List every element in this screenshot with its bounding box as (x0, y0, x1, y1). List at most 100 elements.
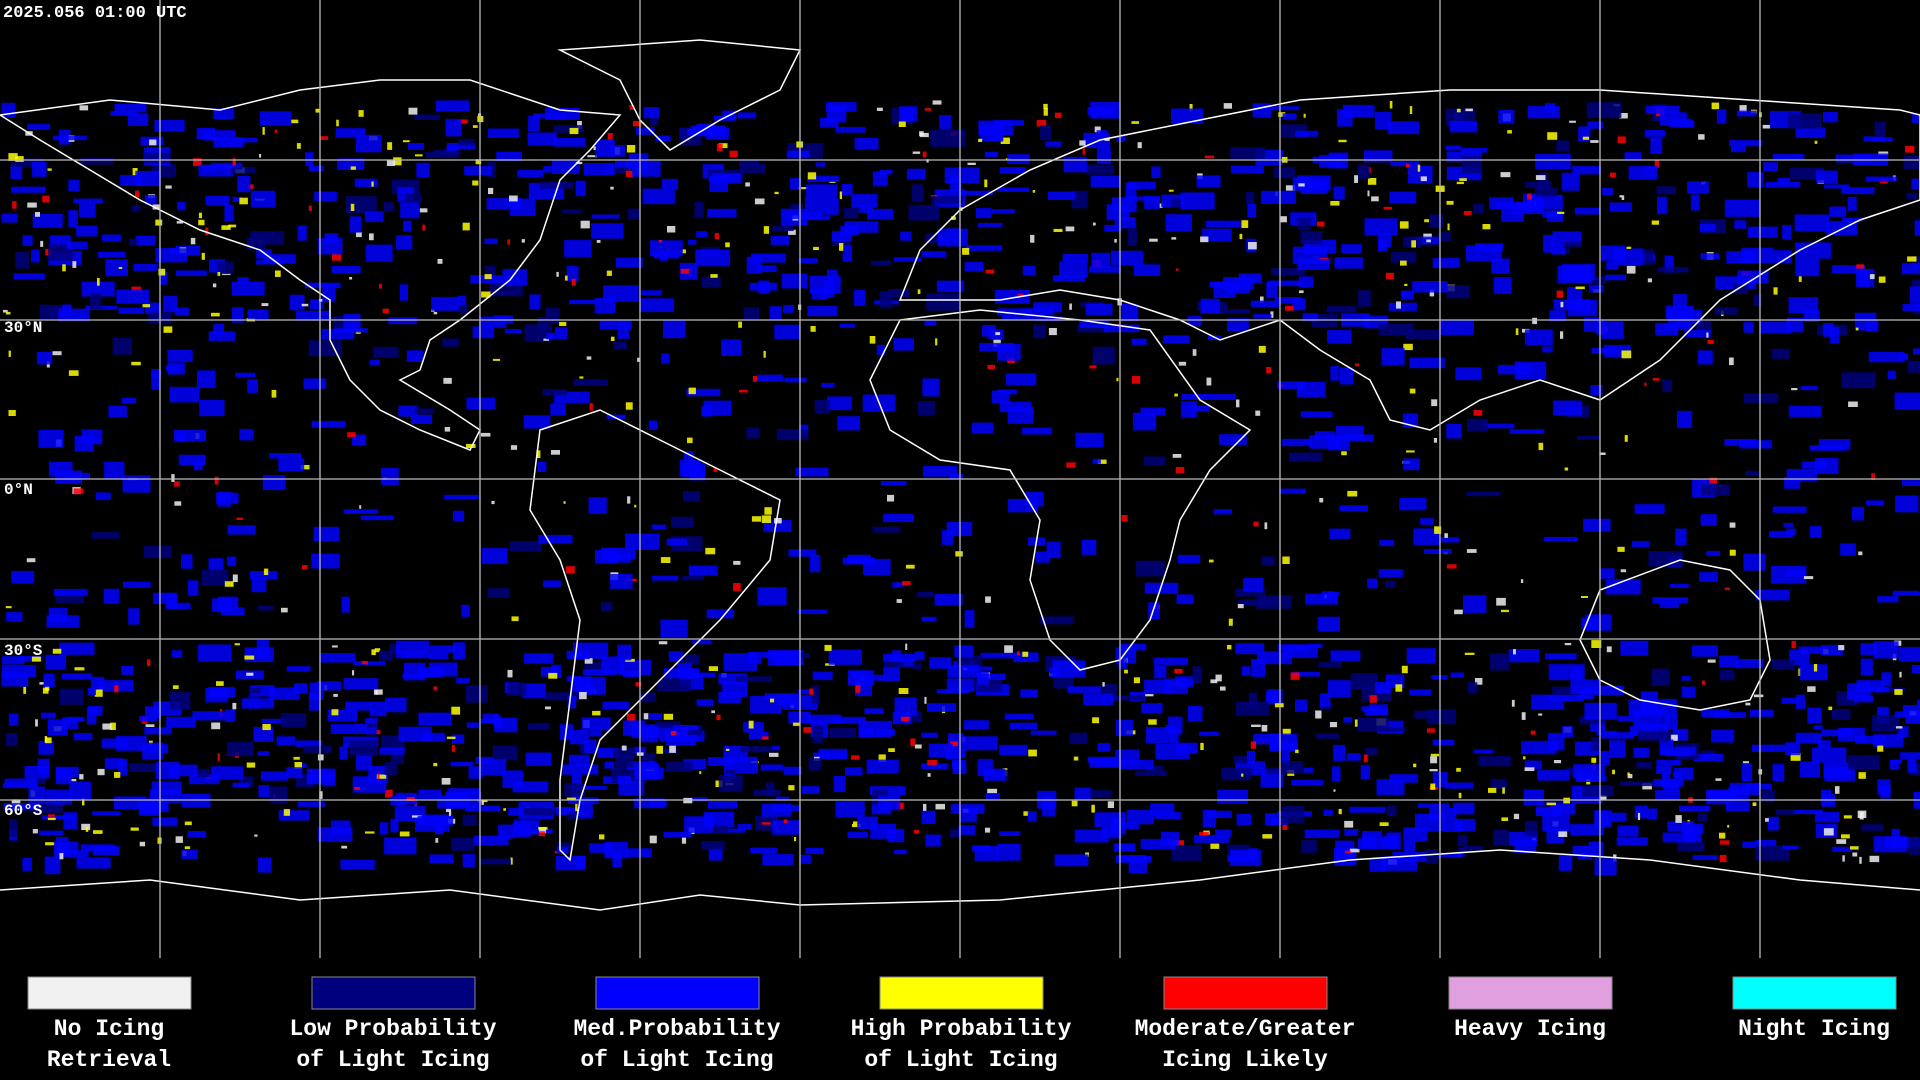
icing-patch (1104, 224, 1122, 232)
icing-patch (1314, 431, 1335, 439)
icing-patch (450, 761, 473, 767)
icing-patch (101, 234, 122, 242)
icing-patch (1514, 840, 1537, 853)
icing-patch (733, 560, 741, 565)
icing-patch (1116, 377, 1119, 382)
icing-patch (1590, 385, 1603, 396)
icing-patch (433, 686, 438, 691)
icing-patch (1280, 488, 1306, 494)
icing-patch (1000, 137, 1010, 144)
icing-patch (1381, 348, 1405, 366)
icing-patch (1742, 761, 1749, 764)
icing-patch (214, 476, 219, 485)
icing-patch (1192, 349, 1197, 356)
icing-patch (543, 338, 549, 341)
icing-patch (249, 571, 278, 580)
icing-patch (1554, 760, 1562, 764)
icing-patch (1260, 769, 1284, 788)
icing-patch (122, 475, 151, 493)
eurasia (898, 89, 1920, 431)
icing-patch (425, 152, 460, 159)
icing-patch (1772, 764, 1785, 782)
icing-patch (22, 857, 32, 871)
icing-patch (23, 686, 27, 694)
icing-patch (68, 179, 80, 192)
icing-patch (343, 678, 379, 689)
icing-patch (1350, 673, 1378, 690)
icing-patch (1655, 790, 1681, 800)
icing-patch (1250, 300, 1279, 308)
icing-patch (1727, 824, 1730, 828)
icing-patch (1035, 316, 1063, 322)
icing-patch (971, 422, 994, 434)
icing-patch (1644, 129, 1665, 137)
icing-patch (1436, 853, 1463, 858)
icing-patch (1445, 145, 1462, 151)
icing-patch (1650, 137, 1663, 154)
icing-patch (811, 685, 820, 704)
icing-patch (1151, 166, 1161, 179)
icing-patch (1616, 837, 1648, 846)
icing-patch (1133, 264, 1161, 276)
icing-patch (840, 225, 859, 236)
icing-patch (1098, 759, 1125, 767)
icing-patch (1903, 156, 1920, 169)
icing-patch (1465, 108, 1473, 112)
icing-patch (707, 801, 738, 809)
icing-patch (1028, 749, 1037, 757)
icing-patch (1569, 120, 1576, 123)
icing-patch (718, 775, 743, 792)
icing-patch (1077, 324, 1111, 333)
icing-patch (696, 231, 707, 237)
timestamp: 2025.056 01:00 UTC (3, 4, 187, 23)
icing-patch (566, 676, 582, 682)
icing-patch (1154, 812, 1181, 820)
icing-patch (291, 119, 299, 124)
icing-patch (1020, 689, 1038, 698)
icing-patch (1542, 346, 1553, 353)
icing-patch (1054, 854, 1089, 867)
icing-patch (819, 117, 839, 128)
icing-patch (1599, 568, 1615, 579)
icing-patch (1326, 306, 1357, 313)
icing-patch (1473, 203, 1485, 214)
icing-patch (803, 727, 811, 733)
icing-patch (1907, 360, 1920, 373)
icing-patch (977, 222, 1003, 227)
icing-patch (790, 204, 804, 210)
icing-patch (563, 501, 566, 504)
icing-patch (1073, 756, 1079, 761)
icing-patch (634, 504, 637, 508)
icing-patch (1450, 672, 1464, 678)
icing-patch (1564, 643, 1572, 646)
icing-patch (1250, 741, 1256, 749)
icing-patch (1841, 372, 1876, 389)
icing-patch (1223, 277, 1254, 290)
icing-patch (414, 408, 434, 414)
icing-patch (1235, 588, 1266, 597)
icing-patch (993, 120, 1024, 126)
icing-patch (932, 100, 942, 105)
icing-patch (1371, 196, 1379, 202)
icing-patch (1496, 597, 1506, 606)
icing-patch (1902, 480, 1920, 487)
icing-patch (1035, 551, 1050, 563)
icing-patch (1102, 682, 1105, 687)
icing-patch (236, 517, 243, 520)
icing-patch (1200, 742, 1204, 750)
icing-patch (802, 786, 820, 794)
icing-patch (1118, 657, 1127, 669)
icing-patch (249, 688, 261, 693)
icing-patch (736, 676, 772, 683)
icing-patch (796, 653, 810, 658)
icing-patch (1752, 744, 1786, 752)
icing-patch (462, 814, 477, 826)
icing-patch (1062, 253, 1089, 262)
icing-patch (800, 854, 811, 864)
icing-patch (198, 164, 234, 177)
icing-patch (1081, 539, 1097, 555)
icing-patch (867, 208, 894, 220)
icing-patch (1132, 375, 1141, 384)
icing-patch (175, 245, 201, 256)
icing-patch (1537, 172, 1549, 190)
